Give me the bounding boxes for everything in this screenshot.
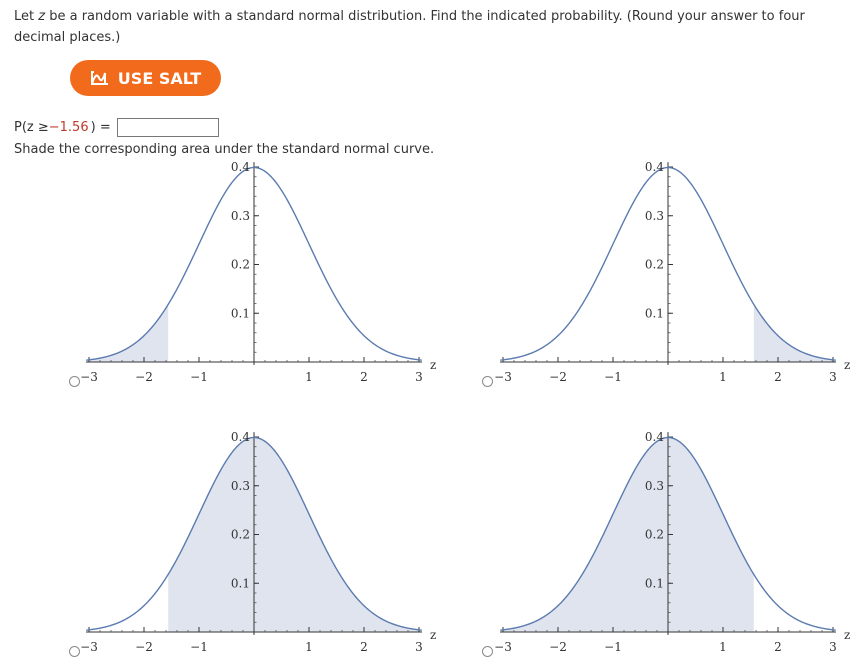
probability-value: −1.56 (48, 120, 89, 135)
y-tick-label: 0.3 (231, 209, 250, 223)
shade-instruction: Shade the corresponding area under the s… (14, 142, 435, 157)
x-tick-label: −1 (190, 370, 208, 384)
x-tick-label: −1 (604, 370, 622, 384)
y-tick-label: 0.2 (645, 528, 664, 542)
x-tick-label: −2 (135, 370, 153, 384)
use-salt-button[interactable]: USE SALT (70, 60, 221, 96)
x-tick-label: −3 (80, 640, 98, 654)
normal-curve-graph-c[interactable]: −3 −2 −1 1 2 3 0.1 0.2 0.3 0.4 z (80, 430, 446, 662)
use-salt-label: USE SALT (117, 68, 202, 88)
normal-curve (500, 436, 836, 631)
normal-curve (500, 166, 836, 361)
y-tick-label: 0.1 (231, 576, 250, 590)
x-tick-label: 2 (360, 370, 368, 384)
x-tick-label: −3 (494, 370, 512, 384)
x-tick-label: 1 (305, 370, 313, 384)
y-tick-label: 0.4 (231, 160, 250, 174)
x-tick-label: −2 (549, 370, 567, 384)
x-axis-label: z (430, 358, 436, 372)
x-tick-label: 3 (829, 640, 837, 654)
x-tick-label: 1 (719, 640, 727, 654)
radio-option-d[interactable] (482, 646, 493, 657)
x-tick-label: −3 (494, 640, 512, 654)
x-tick-label: 1 (305, 640, 313, 654)
shaded-area (168, 437, 422, 632)
y-tick-label: 0.4 (645, 430, 664, 444)
y-tick-label: 0.2 (231, 528, 250, 542)
y-tick-label: 0.3 (645, 209, 664, 223)
x-tick-label: −2 (135, 640, 153, 654)
x-tick-label: 2 (774, 640, 782, 654)
x-axis-label: z (844, 628, 850, 642)
y-tick-label: 0.1 (645, 576, 664, 590)
normal-curve-graph-a[interactable]: −3 −2 −1 1 2 3 0.1 0.2 0.3 0.4 z (80, 160, 446, 392)
salt-icon (90, 69, 110, 87)
radio-option-a[interactable] (69, 376, 80, 387)
normal-curve (86, 436, 422, 631)
y-tick-label: 0.4 (645, 160, 664, 174)
x-tick-label: −3 (80, 370, 98, 384)
shaded-area (753, 304, 836, 362)
shaded-area (86, 304, 169, 362)
normal-curve (86, 166, 422, 361)
probability-suffix: ) = (90, 120, 111, 135)
y-tick-label: 0.3 (645, 479, 664, 493)
x-tick-label: 3 (415, 370, 423, 384)
x-tick-label: 1 (719, 370, 727, 384)
x-tick-label: 2 (360, 640, 368, 654)
normal-curve-graph-b[interactable]: −3 −2 −1 1 2 3 0.1 0.2 0.3 0.4 z (494, 160, 852, 392)
y-tick-label: 0.2 (231, 258, 250, 272)
y-tick-label: 0.1 (645, 306, 664, 320)
question-text: Let z be a random variable with a standa… (14, 9, 805, 45)
y-tick-label: 0.3 (231, 479, 250, 493)
x-tick-label: 2 (774, 370, 782, 384)
probability-prefix: P(z ≥ (14, 120, 49, 135)
shaded-area (500, 437, 754, 632)
x-tick-label: −1 (190, 640, 208, 654)
x-tick-label: 3 (415, 640, 423, 654)
probability-expression: P(z ≥ −1.56 ) = (14, 118, 219, 137)
x-tick-label: −1 (604, 640, 622, 654)
radio-option-b[interactable] (482, 376, 493, 387)
x-axis-label: z (430, 628, 436, 642)
y-tick-label: 0.2 (645, 258, 664, 272)
x-tick-label: −2 (549, 640, 567, 654)
normal-curve-graph-d[interactable]: −3 −2 −1 1 2 3 0.1 0.2 0.3 0.4 z (494, 430, 852, 662)
x-tick-label: 3 (829, 370, 837, 384)
x-axis-label: z (844, 358, 850, 372)
radio-option-c[interactable] (69, 646, 80, 657)
answer-input[interactable] (116, 118, 219, 137)
y-tick-label: 0.4 (231, 430, 250, 444)
y-tick-label: 0.1 (231, 306, 250, 320)
